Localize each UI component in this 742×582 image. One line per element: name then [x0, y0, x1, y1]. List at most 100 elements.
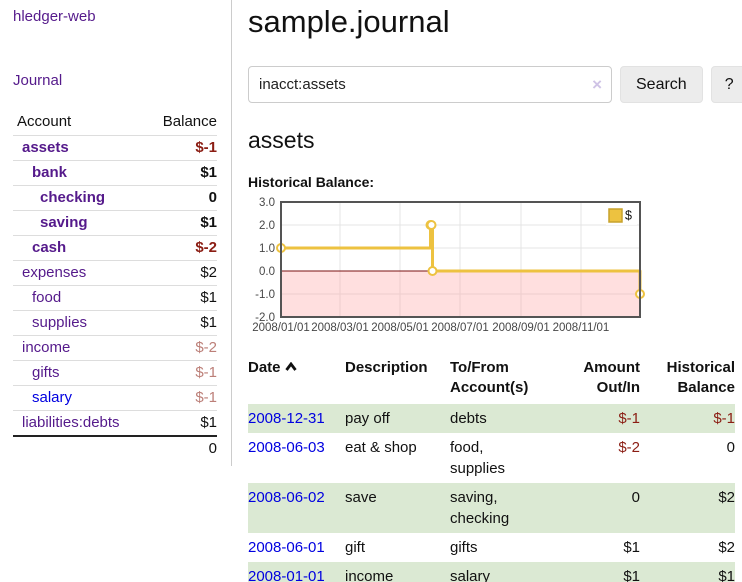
account-row: assets $-1: [13, 135, 217, 161]
transaction-accounts: debts: [450, 410, 487, 427]
account-link-checking[interactable]: checking: [40, 189, 106, 206]
sidebar: hledger-web Journal Account Balance asse…: [0, 0, 232, 466]
transaction-description: income: [345, 568, 394, 582]
register-header-balance: Historical Balance: [666, 359, 735, 396]
search-form: × Search ?: [248, 66, 742, 103]
help-button[interactable]: ?: [710, 66, 742, 103]
account-title: assets: [248, 127, 315, 153]
account-link-food[interactable]: food: [32, 289, 62, 306]
register-row: 2008-01-01 income salary $1 $1: [248, 562, 735, 582]
transaction-accounts: saving, checking: [450, 489, 510, 527]
account-row: expenses $2: [13, 260, 217, 286]
account-link-bank[interactable]: bank: [32, 164, 68, 181]
transaction-balance: $2: [718, 489, 735, 506]
search-box: ×: [248, 66, 612, 103]
account-row: gifts $-1: [13, 360, 217, 386]
account-row: salary $-1: [13, 385, 217, 411]
search-input[interactable]: [248, 66, 612, 103]
register-header-row: Date Description To/From Account(s) Amou…: [248, 355, 735, 404]
account-balance: 0: [208, 189, 217, 206]
svg-text:-2.0: -2.0: [255, 312, 275, 324]
accounts-total-balance: 0: [208, 440, 217, 457]
transaction-date-link[interactable]: 2008-01-01: [248, 568, 325, 582]
sort-ascending-icon: [284, 362, 297, 371]
account-link-income[interactable]: income: [22, 339, 71, 356]
account-link-gifts[interactable]: gifts: [32, 364, 60, 381]
account-row: liabilities:debts $1: [13, 410, 217, 437]
account-link-supplies[interactable]: supplies: [32, 314, 88, 331]
transaction-date-link[interactable]: 2008-06-03: [248, 439, 325, 456]
account-link-saving[interactable]: saving: [40, 214, 88, 231]
account-balance: $-1: [195, 389, 217, 406]
account-row: supplies $1: [13, 310, 217, 336]
accounts-total-row: 0: [13, 436, 217, 462]
register-row: 2008-12-31 pay off debts $-1 $-1: [248, 404, 735, 433]
account-link-assets[interactable]: assets: [22, 139, 69, 156]
svg-text:2008/09/01: 2008/09/01: [492, 322, 550, 334]
register-header-description: Description: [345, 359, 428, 376]
transaction-amount: $1: [623, 568, 640, 582]
account-balance: $1: [200, 414, 217, 431]
account-balance: $1: [200, 164, 217, 181]
transaction-description: pay off: [345, 410, 390, 427]
transaction-amount: 0: [631, 489, 640, 506]
clear-search-icon[interactable]: ×: [592, 74, 602, 94]
svg-text:0.0: 0.0: [259, 266, 275, 278]
transaction-date-link[interactable]: 2008-12-31: [248, 410, 325, 427]
svg-text:1.0: 1.0: [259, 243, 275, 255]
svg-text:2008/03/01: 2008/03/01: [311, 322, 369, 334]
register-header-accounts: To/From Account(s): [450, 359, 529, 396]
main-content: sample.journal × Search ? assets Histori…: [232, 0, 742, 582]
register-row: 2008-06-02 save saving, checking 0 $2: [248, 483, 735, 533]
account-row: cash $-2: [13, 235, 217, 261]
transaction-description: gift: [345, 539, 366, 556]
register-header-amount: Amount Out/In: [583, 359, 640, 396]
accounts-header-account: Account: [17, 113, 72, 130]
svg-text:2008/11/01: 2008/11/01: [553, 322, 610, 334]
transaction-balance: $2: [718, 539, 735, 556]
accounts-table: Account Balance assets $-1 bank $1 checking 0…: [13, 110, 217, 462]
account-row: bank $1: [13, 160, 217, 186]
register-body: 2008-12-31 pay off debts $-1 $-1 2008-06-03 ea…: [248, 404, 735, 582]
account-row: food $1: [13, 285, 217, 311]
svg-text:2008/01/01: 2008/01/01: [252, 322, 310, 334]
page-title: sample.journal: [248, 4, 450, 39]
account-link-expenses[interactable]: expenses: [22, 264, 87, 281]
account-row: income $-2: [13, 335, 217, 361]
svg-text:2.0: 2.0: [259, 220, 275, 232]
accounts-body: assets $-1 bank $1 checking 0 saving $1 cash $-2 e…: [13, 135, 217, 437]
account-balance: $-1: [195, 139, 217, 156]
chart-title: Historical Balance:: [248, 174, 375, 190]
sidebar-item-journal[interactable]: Journal: [13, 72, 63, 89]
account-balance: $-2: [195, 239, 217, 256]
account-balance: $1: [200, 214, 217, 231]
transaction-balance: $-1: [713, 410, 735, 427]
account-link-liabilities-debts[interactable]: liabilities:debts: [22, 414, 120, 431]
register-row: 2008-06-03 eat & shop food, supplies $-2 0: [248, 433, 735, 483]
account-link-salary[interactable]: salary: [32, 389, 73, 406]
transaction-accounts: food, supplies: [450, 439, 506, 477]
transaction-amount: $-1: [618, 410, 640, 427]
register-table: Date Description To/From Account(s) Amou…: [248, 355, 735, 582]
account-balance: $-2: [195, 339, 217, 356]
svg-text:2008/05/01: 2008/05/01: [371, 322, 429, 334]
transaction-description: eat & shop: [345, 439, 417, 456]
transaction-balance: $1: [718, 568, 735, 582]
app-title-link[interactable]: hledger-web: [13, 8, 96, 25]
accounts-header-balance: Balance: [162, 113, 217, 130]
account-balance: $-1: [195, 364, 217, 381]
svg-text:-1.0: -1.0: [255, 289, 275, 301]
account-link-cash[interactable]: cash: [32, 239, 67, 256]
transaction-date-link[interactable]: 2008-06-01: [248, 539, 325, 556]
register-header-date[interactable]: Date: [248, 355, 345, 404]
account-balance: $2: [200, 264, 217, 281]
transaction-accounts: gifts: [450, 539, 478, 556]
search-button[interactable]: Search: [620, 66, 703, 103]
transaction-amount: $1: [623, 539, 640, 556]
transaction-description: save: [345, 489, 377, 506]
svg-text:$: $: [625, 209, 632, 223]
register-row: 2008-06-01 gift gifts $1 $2: [248, 533, 735, 562]
transaction-date-link[interactable]: 2008-06-02: [248, 489, 325, 506]
account-balance: $1: [200, 314, 217, 331]
